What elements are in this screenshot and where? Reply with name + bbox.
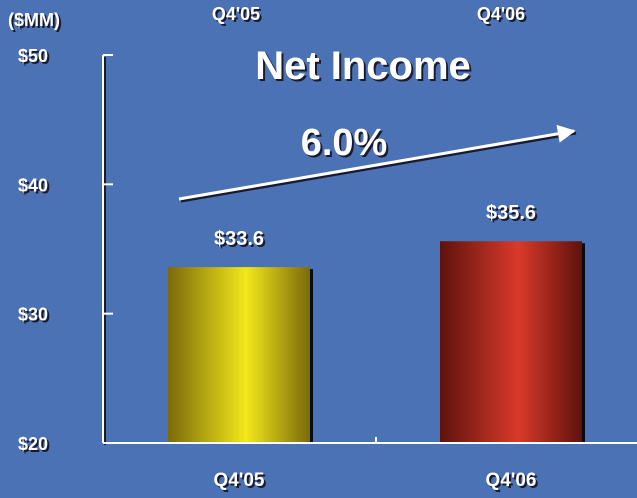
growth-annotation: 6.0% [301, 122, 388, 164]
data-label-1: $35.6 [486, 202, 536, 224]
y-tick-label-2-shadow: $40 [20, 177, 50, 197]
top-label-0: Q4'05 [212, 4, 260, 24]
data-label-1-shadow: $35.6 [488, 204, 538, 226]
x-category-label-0-shadow: Q4'05 [216, 472, 267, 493]
unit-label: ($MM) [8, 10, 60, 30]
top-label-1-shadow: Q4'06 [479, 6, 527, 26]
growth-annotation-shadow: 6.0% [303, 124, 390, 166]
bar-0 [168, 267, 310, 443]
top-label-1: Q4'06 [477, 4, 525, 24]
data-label-0: $33.6 [214, 228, 264, 250]
x-category-label-1-shadow: Q4'06 [488, 472, 539, 493]
y-tick-label-0: $20 [18, 434, 48, 454]
bar-1 [440, 241, 582, 443]
y-tick-label-3: $50 [18, 46, 48, 66]
growth-arrow [178, 124, 576, 201]
y-tick-label-0-shadow: $20 [20, 436, 50, 456]
chart-title: Net Income [255, 44, 471, 88]
x-category-label-0: Q4'05 [214, 470, 265, 491]
y-tick-label-1: $30 [18, 305, 48, 325]
growth-arrow-shadow [180, 131, 577, 203]
unit-label-shadow: ($MM) [10, 12, 62, 32]
top-label-0-shadow: Q4'05 [214, 6, 262, 26]
x-category-label-1: Q4'06 [486, 470, 537, 491]
y-tick-label-2: $40 [18, 175, 48, 195]
chart-title-shadow: Net Income [257, 46, 473, 90]
y-tick-label-1-shadow: $30 [20, 307, 50, 327]
y-tick-label-3-shadow: $50 [20, 48, 50, 68]
data-label-0-shadow: $33.6 [216, 230, 266, 252]
